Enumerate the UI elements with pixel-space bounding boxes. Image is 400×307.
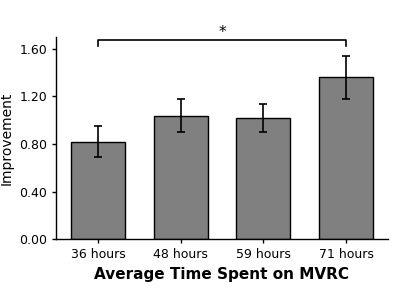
X-axis label: Average Time Spent on MVRC: Average Time Spent on MVRC [94, 267, 350, 282]
Text: *: * [218, 25, 226, 40]
Bar [319, 77, 373, 239]
Bar [154, 115, 208, 239]
Bar [71, 142, 125, 239]
Bar [236, 118, 290, 239]
Y-axis label: Improvement: Improvement [0, 91, 14, 185]
